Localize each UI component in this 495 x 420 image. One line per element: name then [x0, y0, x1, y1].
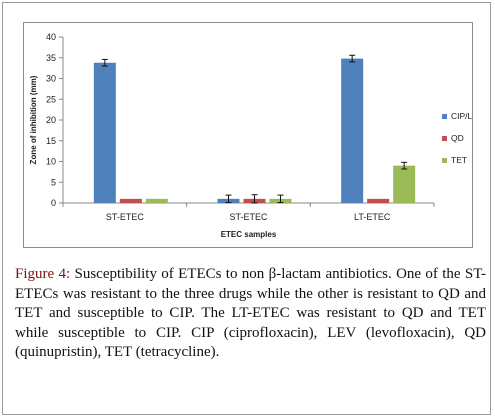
- y-tick-label: 25: [46, 94, 56, 104]
- caption-label: Figure 4:: [15, 266, 71, 282]
- legend: CIP/LEV QD TET: [442, 111, 472, 165]
- x-axis-tick-labels: ST-ETEC ST-ETEC LT-ETEC: [62, 203, 435, 222]
- bar-chart: 0 5 10 15 20 25 30 35 40 ST-ETEC ST-ETEC LT-ETEC Z…: [29, 32, 472, 239]
- y-tick-label: 10: [46, 157, 56, 167]
- bar: [145, 198, 168, 203]
- bars-group: [93, 54, 416, 204]
- bar: [393, 165, 416, 203]
- legend-label: CIP/LEV: [451, 111, 472, 121]
- y-tick-label: 5: [51, 177, 56, 187]
- figure-caption: Figure 4: Susceptibility of ETECs to non…: [15, 265, 486, 363]
- y-axis-title: Zone of inhibition (mm): [29, 75, 38, 164]
- x-axis-title: ETEC samples: [221, 230, 277, 239]
- caption-text: Susceptibility of ETECs to non β-lactam …: [15, 266, 486, 360]
- bar: [93, 62, 116, 204]
- legend-swatch: [442, 114, 447, 119]
- y-axis-ticks: 0 5 10 15 20 25 30 35 40: [46, 32, 63, 208]
- y-tick-label: 20: [46, 115, 56, 125]
- x-tick-label: LT-ETEC: [354, 212, 391, 222]
- bar: [367, 198, 390, 203]
- legend-label: QD: [451, 133, 464, 143]
- y-tick-label: 35: [46, 53, 56, 63]
- bar: [119, 198, 142, 203]
- legend-label: TET: [451, 155, 467, 165]
- legend-swatch: [442, 136, 447, 141]
- y-tick-label: 30: [46, 74, 56, 84]
- chart-area: 0 5 10 15 20 25 30 35 40 ST-ETEC ST-ETEC LT-ETEC Z…: [23, 22, 473, 248]
- y-tick-label: 0: [51, 198, 56, 208]
- x-tick-label: ST-ETEC: [106, 212, 145, 222]
- bar: [341, 58, 364, 203]
- legend-swatch: [442, 158, 447, 163]
- x-tick-label: ST-ETEC: [229, 212, 268, 222]
- figure-frame: 0 5 10 15 20 25 30 35 40 ST-ETEC ST-ETEC LT-ETEC Z…: [2, 2, 491, 415]
- y-tick-label: 15: [46, 136, 56, 146]
- y-tick-label: 40: [46, 32, 56, 42]
